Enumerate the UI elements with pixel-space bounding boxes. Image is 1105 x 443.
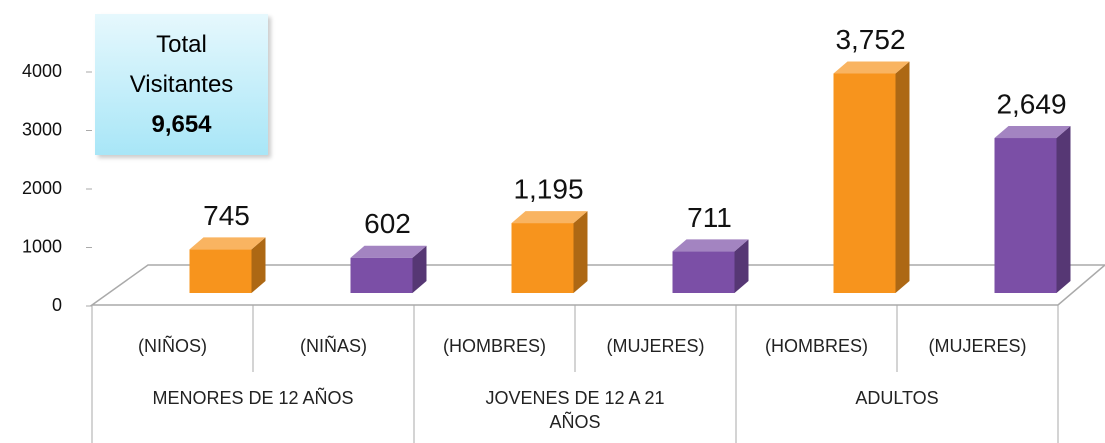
bar bbox=[833, 73, 896, 294]
bar-top bbox=[350, 245, 427, 258]
bar-top bbox=[994, 126, 1071, 139]
y-tick-label: 2000 bbox=[22, 178, 62, 198]
x-tick-label: (MUJERES) bbox=[928, 336, 1027, 356]
x-tick-label: (NIÑAS) bbox=[300, 336, 367, 356]
bar bbox=[350, 257, 413, 293]
bar-side bbox=[1056, 126, 1071, 293]
y-tick-label: 1000 bbox=[22, 236, 62, 256]
total-box: Total Visitantes 9,654 bbox=[95, 14, 268, 155]
value-label: 711 bbox=[687, 202, 732, 233]
total-value: 9,654 bbox=[151, 110, 212, 138]
value-label: 1,195 bbox=[513, 173, 583, 204]
group-label: JOVENES DE 12 A 21 AÑOS bbox=[485, 388, 665, 432]
group-label: MENORES DE 12 AÑOS bbox=[152, 388, 354, 408]
total-text: Total Visitantes bbox=[129, 30, 234, 98]
bar-top bbox=[672, 239, 749, 252]
value-label: 602 bbox=[364, 208, 411, 239]
bar-top bbox=[833, 61, 910, 74]
x-tick-label: (MUJERES) bbox=[606, 336, 705, 356]
bar-top bbox=[189, 237, 266, 250]
value-label: 3,752 bbox=[835, 24, 905, 55]
bar-side bbox=[895, 61, 910, 294]
value-label: 2,649 bbox=[996, 88, 1066, 119]
bar bbox=[189, 249, 252, 293]
x-tick-label: (NIÑOS) bbox=[138, 336, 207, 356]
x-tick-label: (HOMBRES) bbox=[443, 336, 546, 356]
bar bbox=[511, 223, 574, 293]
y-tick-label: 3000 bbox=[22, 119, 62, 139]
bar-side bbox=[573, 211, 588, 293]
y-tick-label: 4000 bbox=[22, 61, 62, 81]
value-label: 745 bbox=[203, 200, 250, 231]
bar-side bbox=[734, 239, 749, 293]
bar-side bbox=[251, 237, 266, 293]
bar bbox=[994, 138, 1057, 293]
group-label: ADULTOS bbox=[855, 388, 939, 408]
bar bbox=[672, 251, 735, 293]
bar-top bbox=[511, 211, 588, 224]
bar-side bbox=[412, 245, 427, 293]
y-tick-label: 0 bbox=[52, 295, 62, 315]
x-tick-label: (HOMBRES) bbox=[765, 336, 868, 356]
